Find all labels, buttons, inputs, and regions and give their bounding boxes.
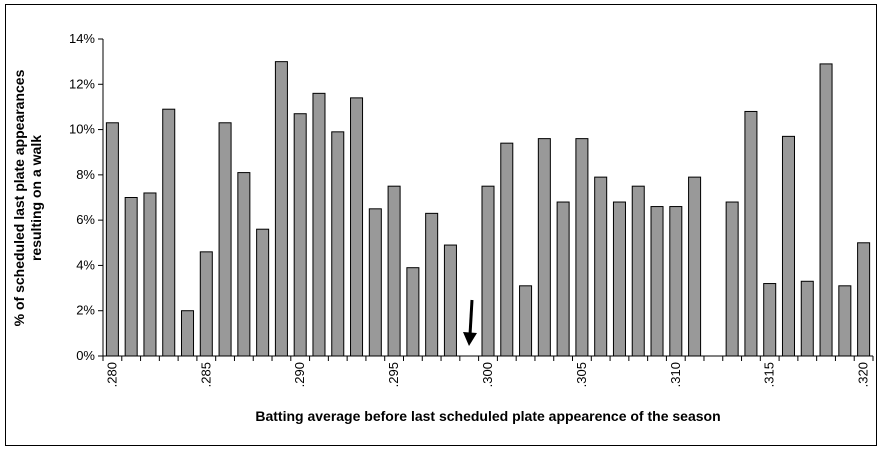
- bar: [237, 172, 251, 357]
- x-axis-title: Batting average before last scheduled pl…: [255, 408, 720, 424]
- y-axis-title: % of scheduled last plate appearances: [11, 69, 27, 326]
- y-tick-label: 14%: [69, 31, 95, 46]
- bar: [594, 176, 608, 357]
- x-tick-label: .310: [668, 362, 683, 387]
- bar: [350, 97, 364, 357]
- y-tick-label: 4%: [76, 257, 95, 272]
- x-tick-label: .295: [386, 362, 401, 387]
- bar: [481, 185, 495, 357]
- bar: [744, 110, 758, 357]
- y-tick-label: 10%: [69, 122, 95, 137]
- bar: [725, 201, 739, 357]
- x-tick-label: .305: [574, 362, 589, 387]
- arrow: [463, 299, 477, 346]
- bar: [181, 310, 195, 357]
- bar: [368, 208, 382, 357]
- y-tick-label: 6%: [76, 212, 95, 227]
- x-tick-label: .290: [292, 362, 307, 387]
- bar: [838, 285, 852, 357]
- bar: [519, 285, 533, 357]
- bar: [763, 283, 777, 357]
- bar: [575, 138, 589, 357]
- bar: [256, 228, 270, 357]
- y-tick-label: 8%: [76, 167, 95, 182]
- bar: [199, 251, 213, 357]
- bar: [143, 192, 157, 357]
- bar: [425, 212, 439, 357]
- bar: [612, 201, 626, 357]
- bar: [631, 185, 645, 357]
- bar: [406, 267, 420, 357]
- bar: [819, 63, 833, 357]
- bar: [650, 206, 664, 357]
- bar: [669, 206, 683, 357]
- chart-border: [5, 4, 877, 446]
- bar: [162, 108, 176, 357]
- bar: [443, 244, 457, 357]
- bar: [331, 131, 345, 357]
- bar: [105, 122, 119, 357]
- bar: [537, 138, 551, 357]
- bar: [800, 280, 814, 357]
- y-tick-label: 0%: [76, 348, 95, 363]
- y-tick-label: 2%: [76, 303, 95, 318]
- bar: [124, 197, 138, 357]
- bar: [312, 92, 326, 357]
- bar: [387, 185, 401, 357]
- bar: [218, 122, 232, 357]
- y-tick-label: 12%: [69, 76, 95, 91]
- bar: [500, 142, 514, 357]
- bar: [556, 201, 570, 357]
- x-tick-label: .280: [104, 362, 119, 387]
- x-tick-label: .320: [856, 362, 871, 387]
- bar: [293, 113, 307, 357]
- x-tick-label: .300: [480, 362, 495, 387]
- bar: [781, 135, 795, 357]
- bar: [857, 242, 871, 357]
- bar: [274, 61, 288, 357]
- y-axis-title: resulting on a walk: [28, 135, 44, 261]
- bar: [688, 176, 702, 357]
- x-tick-label: .315: [762, 362, 777, 387]
- x-tick-label: .285: [198, 362, 213, 387]
